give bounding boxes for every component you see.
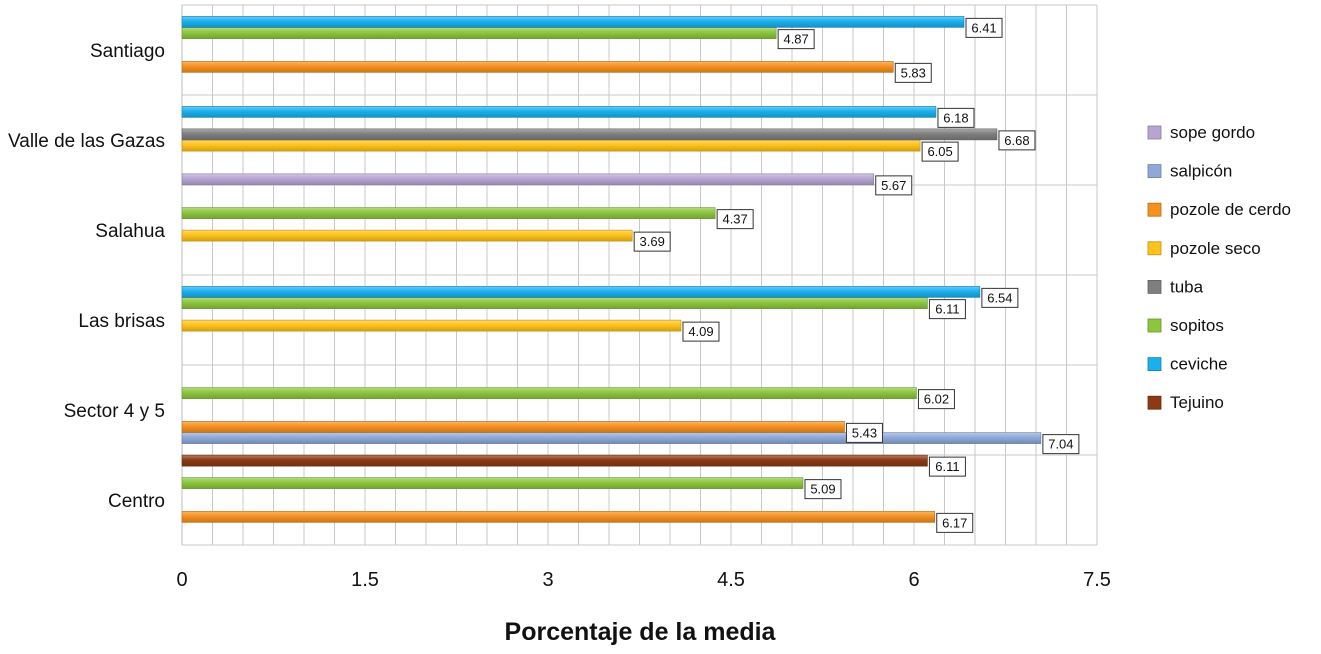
bar-valle-de-las-gazas-pozole-seco <box>181 139 921 152</box>
bar-sector-4-y-5-salpicón <box>181 432 1042 444</box>
data-label: 6.41 <box>971 20 996 35</box>
category-label-sector-4-y-5: Sector 4 y 5 <box>64 401 165 422</box>
legend: sope gordo salpicón pozole de cerdo pozole … <box>1147 123 1291 412</box>
data-label-box <box>845 422 883 443</box>
legend-swatch-sopitos <box>1147 318 1162 333</box>
x-tick-label: 4.5 <box>717 569 745 591</box>
bar-centro-tejuino <box>181 454 928 467</box>
data-label-box <box>633 231 671 252</box>
legend-label-tuba: tuba <box>1170 277 1204 296</box>
category-label-centro: Centro <box>108 491 165 512</box>
data-label: 5.09 <box>810 482 835 497</box>
legend-swatch-ceviche <box>1147 357 1162 372</box>
bar-sector-4-y-5-sopitos <box>181 387 917 399</box>
legend-label-pozole-seco: pozole seco <box>1170 239 1261 258</box>
data-label: 5.67 <box>881 178 906 193</box>
data-label-box <box>998 130 1036 151</box>
data-label: 4.37 <box>722 212 747 227</box>
data-label: 7.04 <box>1048 437 1073 452</box>
data-label-box <box>965 17 1003 38</box>
category-label-salahua: Salahua <box>95 221 165 242</box>
bar-santiago-ceviche <box>181 16 965 28</box>
data-label: 6.11 <box>935 302 959 317</box>
bar-centro-pozole-de-cerdo <box>181 511 936 523</box>
legend-swatch-pozole-seco <box>1147 241 1162 256</box>
legend-label-sope-gordo: sope gordo <box>1170 123 1255 142</box>
category-label-las-brisas: Las brisas <box>78 311 165 332</box>
data-label-box <box>716 209 754 230</box>
data-label: 4.87 <box>783 32 808 47</box>
category-label-santiago: Santiago <box>90 41 165 62</box>
data-label-box <box>875 175 913 196</box>
legend-label-pozole-de-cerdo: pozole de cerdo <box>1170 200 1291 219</box>
data-label: 6.18 <box>943 110 968 125</box>
data-label: 3.69 <box>640 234 665 249</box>
data-label-box <box>777 29 815 50</box>
bar-valle-de-las-gazas-sope-gordo <box>181 173 875 186</box>
legend-swatch-tuba <box>1147 279 1162 294</box>
data-label-box <box>928 299 966 320</box>
data-label: 6.05 <box>927 144 952 159</box>
legend-swatch-salpicón <box>1147 164 1162 179</box>
bar-centro-sopitos <box>181 477 804 489</box>
data-label-box <box>894 62 932 83</box>
bar-las-brisas-sopitos <box>181 297 928 309</box>
x-tick-label: 1.5 <box>351 569 379 591</box>
data-label-box <box>1042 434 1080 455</box>
data-label-box <box>981 287 1019 308</box>
category-label-valle-de-las-gazas: Valle de las Gazas <box>8 131 165 152</box>
data-label-box <box>937 107 975 128</box>
bar-sector-4-y-5-pozole-de-cerdo <box>181 421 845 433</box>
bar-las-brisas-ceviche <box>181 286 981 298</box>
data-label-box <box>804 479 842 500</box>
x-tick-label: 7.5 <box>1083 569 1111 591</box>
bar-valle-de-las-gazas-ceviche <box>181 106 937 118</box>
data-label-box <box>921 141 959 162</box>
legend-label-salpicón: salpicón <box>1170 162 1232 181</box>
x-axis-label: Porcentaje de la media <box>505 618 777 646</box>
legend-swatch-pozole-de-cerdo <box>1147 202 1162 217</box>
x-tick-label: 6 <box>908 569 919 591</box>
legend-label-sopitos: sopitos <box>1170 316 1224 335</box>
category-labels: Centro Sector 4 y 5 Las brisas Salahua Valle… <box>8 41 165 512</box>
bars: 6.17 5.09 6.11 7.04 5.43 6.02 4.09 6.11 6.54 3.69… <box>181 16 1080 533</box>
data-label: 5.43 <box>852 425 877 440</box>
data-label-box <box>936 512 974 533</box>
data-label-box <box>682 321 720 342</box>
bar-salahua-pozole-seco <box>181 229 633 242</box>
bar-santiago-sopitos <box>181 27 777 39</box>
tick-labels: 0 1.5 3 4.5 6 7.5 <box>176 569 1110 591</box>
legend-swatch-tejuino <box>1147 395 1162 410</box>
bar-las-brisas-pozole-seco <box>181 319 682 332</box>
data-label: 5.83 <box>901 65 926 80</box>
data-label-box <box>917 389 955 410</box>
data-label: 6.68 <box>1004 133 1029 148</box>
data-label-box <box>928 456 966 477</box>
data-label: 6.54 <box>987 290 1012 305</box>
legend-swatch-sope-gordo <box>1147 125 1162 140</box>
data-label: 4.09 <box>688 324 713 339</box>
bar-santiago-pozole-de-cerdo <box>181 61 894 73</box>
data-label: 6.02 <box>924 392 949 407</box>
data-label: 6.17 <box>942 515 967 530</box>
legend-label-ceviche: ceviche <box>1170 355 1228 374</box>
x-tick-label: 0 <box>176 569 187 591</box>
bar-valle-de-las-gazas-tuba <box>181 128 998 141</box>
data-label: 6.11 <box>935 459 959 474</box>
x-tick-label: 3 <box>542 569 553 591</box>
legend-label-tejuino: Tejuino <box>1170 393 1224 412</box>
bar-salahua-sopitos <box>181 207 716 219</box>
